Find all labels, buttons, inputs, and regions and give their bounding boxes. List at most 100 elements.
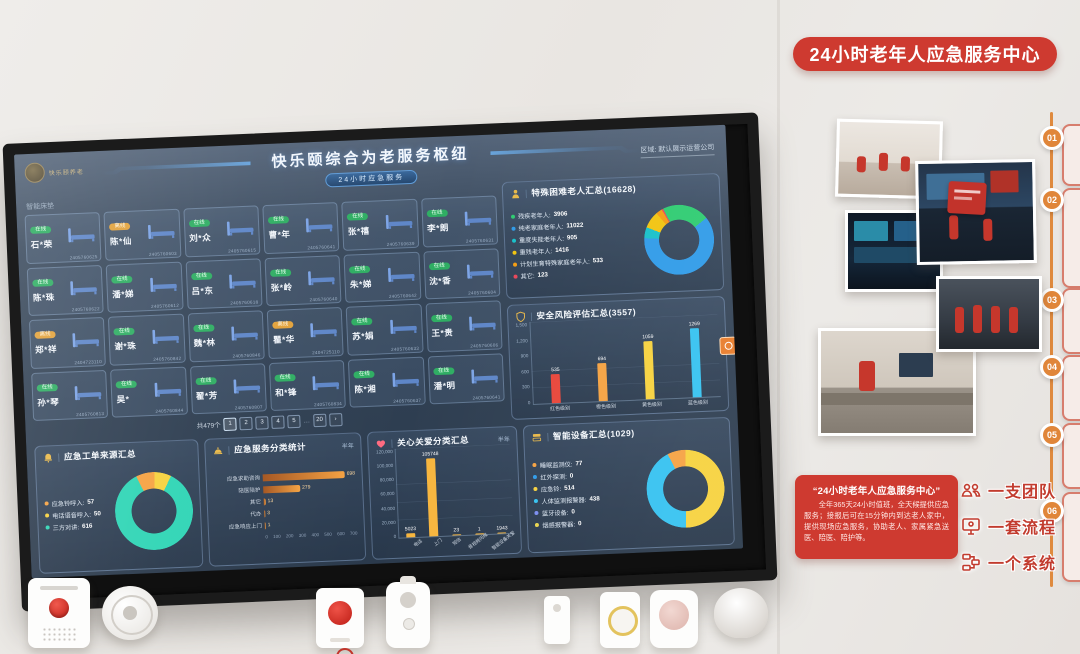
- bed-card[interactable]: 在线 李*朗 2405760631: [420, 195, 499, 248]
- bed-card[interactable]: 在线 朱*娣 2405760642: [343, 251, 422, 303]
- ring-button-device: [600, 592, 640, 648]
- bed-card[interactable]: 在线 张*岭 2405760640: [264, 254, 342, 307]
- bed-card[interactable]: 在线 曹*年 2405760641: [262, 202, 340, 254]
- bar-value: 105748: [421, 450, 439, 458]
- bed-card[interactable]: 在线 吕*东 2405760618: [185, 257, 263, 310]
- title-decor-right: [490, 144, 640, 158]
- photo-detail: [856, 156, 867, 173]
- hbar-row: 其它 13: [215, 494, 356, 508]
- title-block: 快乐颐综合为老服务枢纽 24小时应急服务: [271, 143, 470, 190]
- axis-tick: 1,500: [515, 322, 528, 328]
- logo-text: 快乐颐养老: [48, 169, 84, 177]
- panel-special-elderly: | 特殊困难老人汇总(16628) 残疾老年人: 3906 纯老家庭老年人: 1102…: [501, 173, 725, 300]
- feature-team: 一支团队: [960, 478, 1056, 502]
- bed-card[interactable]: 在线 谢*珠 2405760842: [108, 313, 186, 366]
- page-button[interactable]: 3: [255, 415, 269, 430]
- photo-detail: [983, 218, 993, 241]
- bed-status-badge: 在线: [428, 261, 450, 270]
- bar-column: 535: [530, 320, 580, 404]
- legend-label: 烟感报警器:: [542, 520, 576, 530]
- bed-card[interactable]: 离线 瞿*华 2404725110: [266, 306, 345, 359]
- bed-card[interactable]: 在线 陈*珠 2405760622: [26, 264, 105, 317]
- speaker-grille: [42, 627, 76, 641]
- bed-card[interactable]: 在线 和*锋 2405760834: [268, 359, 347, 412]
- hbar-row: 代办 3: [215, 506, 356, 520]
- period-tag[interactable]: 半年: [341, 443, 354, 450]
- bed-card[interactable]: 在线 张*禧 2405760639: [341, 198, 419, 251]
- bar-column: 1269: [670, 314, 720, 398]
- panel-care: | 关心关爱分类汇总 半年 120,000 100,000 80,000 60,000…: [367, 425, 523, 560]
- bar-value: 1059: [642, 334, 654, 341]
- bed-card[interactable]: 在线 潘*明 2405760641: [427, 352, 505, 405]
- page-button[interactable]: 5: [287, 414, 301, 428]
- bed-icon: [387, 267, 415, 282]
- device-number: 2405760637: [393, 397, 422, 404]
- page-button[interactable]: 4: [271, 414, 285, 429]
- dashboard-tv: 快乐颐养老 快乐颐综合为老服务枢纽 24小时应急服务 区域: 默认展示运营公司 …: [2, 112, 778, 612]
- category-label: 应急求助咨询: [226, 475, 261, 483]
- bed-status-badge: 在线: [188, 219, 210, 228]
- bed-card[interactable]: 在线 魏*林 2405760846: [187, 310, 265, 362]
- legend-value: 0: [571, 507, 575, 516]
- next-page-button[interactable]: ›: [328, 412, 343, 427]
- bed-card[interactable]: 在线 潘*娣 2405760612: [105, 261, 184, 313]
- bed-card[interactable]: 在线 陈*湘 2405760637: [348, 356, 426, 408]
- legend-dot: [535, 522, 540, 528]
- bed-card[interactable]: 在线 吴* 2405760844: [110, 366, 188, 418]
- team-icon: [961, 483, 981, 497]
- red-logo-card: [947, 181, 987, 215]
- device-number: 2405760625: [69, 253, 98, 260]
- wall-banner-text: 24小时老年人应急服务中心: [809, 45, 1041, 65]
- bed-card[interactable]: 离线 郑*祥 2404723110: [28, 316, 107, 369]
- period-tag[interactable]: 半年: [497, 436, 510, 444]
- bed-icon: [74, 385, 102, 400]
- bed-status-badge: 在线: [349, 265, 371, 274]
- bed-card[interactable]: 在线 孙*琴 2405760813: [31, 369, 109, 421]
- legend-dot: [513, 274, 518, 279]
- bed-card[interactable]: 在线 沈*香 2405760604: [423, 247, 501, 300]
- device-number: 2405760606: [470, 341, 499, 349]
- page-button[interactable]: 20: [312, 413, 327, 427]
- bed-card[interactable]: 在线 刘*众 2405760615: [183, 205, 261, 257]
- app-logo: 快乐颐养老: [24, 161, 84, 184]
- bed-card[interactable]: 在线 王*贵 2405760606: [425, 300, 503, 352]
- device-number: 2405760642: [388, 292, 417, 299]
- legend-value: 57: [87, 498, 95, 506]
- timeline-line: [1050, 112, 1053, 587]
- bed-card[interactable]: 在线 石*荣 2405760625: [24, 212, 102, 264]
- legend-item: 睡眠监测仪: 77: [532, 456, 642, 470]
- legend-item: 电话语音呼入: 50: [45, 508, 112, 520]
- bar-value: 13: [267, 498, 274, 505]
- region-selector[interactable]: 区域: 默认展示运营公司: [640, 142, 715, 159]
- timeline-step-badge: 03: [1040, 288, 1064, 312]
- pendant-alarm-device: [386, 576, 430, 648]
- photo-detail: [955, 307, 964, 333]
- page-button[interactable]: 1: [223, 416, 237, 431]
- bar-track: 13: [263, 494, 356, 505]
- system-icon: [962, 553, 980, 571]
- legend-dot: [44, 501, 49, 506]
- dashboard-screen: 快乐颐养老 快乐颐综合为老服务枢纽 24小时应急服务 区域: 默认展示运营公司 …: [13, 124, 744, 579]
- screen-side-button[interactable]: [719, 336, 737, 356]
- heart-icon: [376, 438, 387, 449]
- bed-card[interactable]: 在线 苏*娟 2405760633: [345, 303, 424, 356]
- bar-value: 3: [267, 510, 271, 517]
- bed-status-badge: 在线: [347, 212, 369, 221]
- bed-icon: [152, 329, 179, 344]
- legend-value: 11022: [566, 221, 584, 230]
- dome-sensor-device: [714, 588, 768, 638]
- bed-status-badge: 在线: [113, 327, 135, 336]
- bar-value: 1: [477, 526, 481, 533]
- bed-status-badge: 在线: [32, 278, 54, 287]
- bed-icon: [70, 280, 98, 295]
- category-label: 代办: [250, 511, 262, 518]
- legend-dot: [510, 214, 516, 219]
- axis-tick: 100: [273, 533, 281, 540]
- photo-detail: [878, 152, 889, 171]
- bed-card[interactable]: 在线 翟*芳 2405760807: [189, 362, 267, 415]
- page-button[interactable]: 2: [239, 416, 253, 430]
- bed-card[interactable]: 离线 陈*仙 2405760603: [103, 208, 182, 261]
- legend-label: 电话语音呼入:: [52, 511, 92, 520]
- red-sos-button: [328, 601, 352, 625]
- axis-tick: 400: [311, 532, 320, 538]
